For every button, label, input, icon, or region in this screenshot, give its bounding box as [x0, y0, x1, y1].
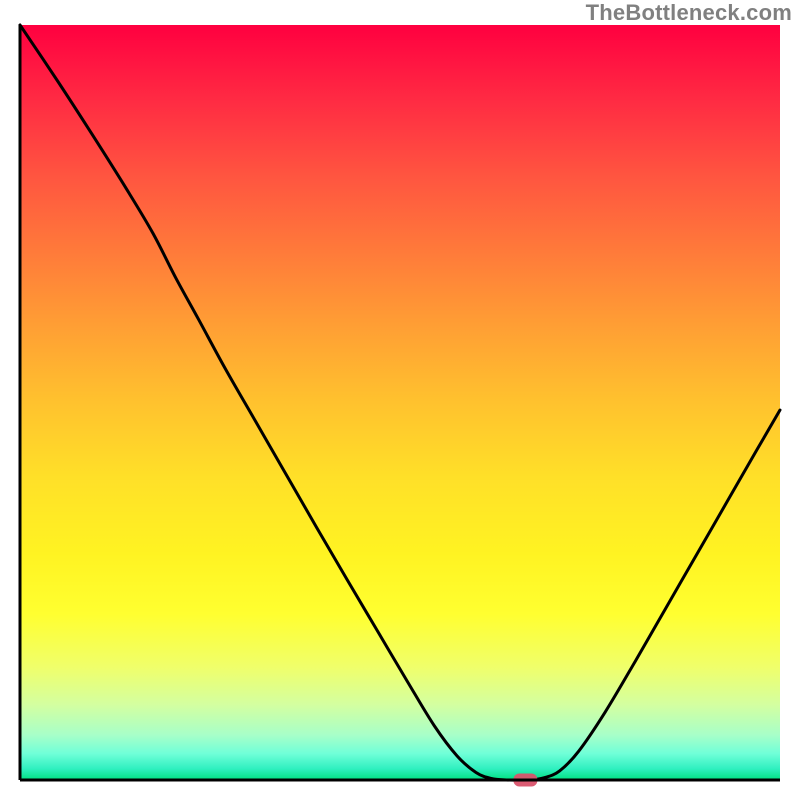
- watermark-text: TheBottleneck.com: [586, 0, 792, 26]
- bottleneck-chart: [0, 0, 800, 800]
